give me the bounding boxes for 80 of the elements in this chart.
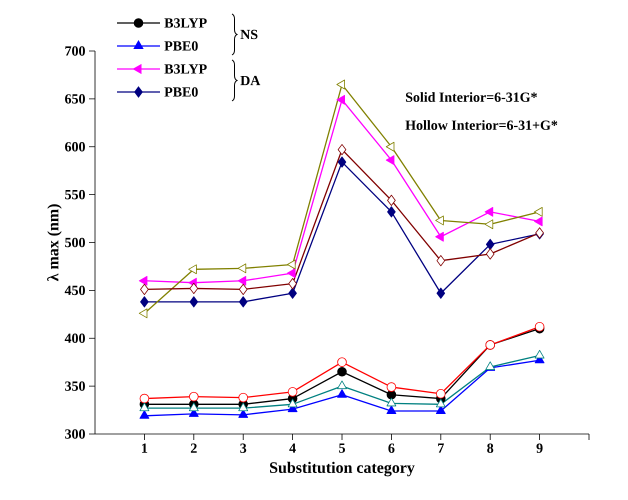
y-tick-label: 500 [65,238,85,248]
annotation: Solid Interior=6-31G* [406,92,537,102]
point [288,288,297,299]
point [190,296,198,308]
x-tick-label: 4 [289,444,296,453]
point [337,366,347,377]
point [287,260,296,270]
point [288,387,298,397]
legend-label: B3LYP [164,64,207,74]
legend-label: PBE0 [164,87,198,97]
x-tick-label: 1 [142,443,148,453]
point [386,398,396,406]
y-axis-title: λ max (nm) [47,204,62,282]
point [387,194,396,206]
point [188,402,199,412]
point [138,308,148,318]
y-tick-label: 650 [65,94,85,104]
point [140,394,150,404]
point [386,142,394,152]
point [386,155,394,166]
point [486,238,494,250]
point [140,402,150,412]
point [190,282,198,294]
x-tick-label: 3 [240,444,246,453]
point [238,392,248,402]
point [486,248,494,260]
point [436,255,446,266]
y-tick-label: 550 [65,190,85,200]
y-tick-label: 600 [65,142,85,152]
point [337,389,347,398]
point [336,94,345,105]
point [436,388,446,399]
point [140,410,150,419]
point [435,232,444,242]
y-tick-label: 350 [65,381,85,391]
point [287,268,296,278]
legend-label: PBE0 [164,41,198,51]
y-tick-label: 400 [64,334,85,343]
point [188,264,197,274]
point [484,206,494,217]
point [140,284,149,295]
point [435,216,444,226]
text: NS [240,30,258,40]
point [436,288,446,299]
point [288,398,298,408]
x-tick-label: 7 [438,443,444,453]
x-tick-label: 6 [388,444,394,453]
y-tick-label: 300 [65,429,85,439]
point [534,350,544,358]
point [337,357,347,367]
point [238,296,248,308]
y-tick-label: 450 [64,286,85,296]
point [338,144,346,156]
point [436,398,446,408]
annotation: DA [240,76,260,86]
x-tick-label: 2 [190,444,197,453]
point [238,284,248,295]
point [138,276,148,286]
point [386,405,396,414]
point [238,402,248,412]
y-tick-label: 700 [65,46,85,56]
point [189,392,199,402]
point [238,263,246,274]
legend-label: B3LYP [164,18,207,28]
x-tick-label: 5 [339,443,345,453]
point [386,382,396,392]
point [288,278,297,290]
point [337,380,347,390]
point [336,80,345,90]
point [238,276,246,286]
point [140,296,149,308]
x-axis-title: Substitution category [270,462,415,476]
point [387,206,396,218]
x-tick-label: 9 [536,444,543,453]
point [484,219,494,230]
x-tick-label: 8 [487,444,494,453]
point [338,156,346,168]
point [534,216,543,226]
annotation: Hollow Interior=6-31+G* [405,120,558,130]
point [534,206,543,217]
